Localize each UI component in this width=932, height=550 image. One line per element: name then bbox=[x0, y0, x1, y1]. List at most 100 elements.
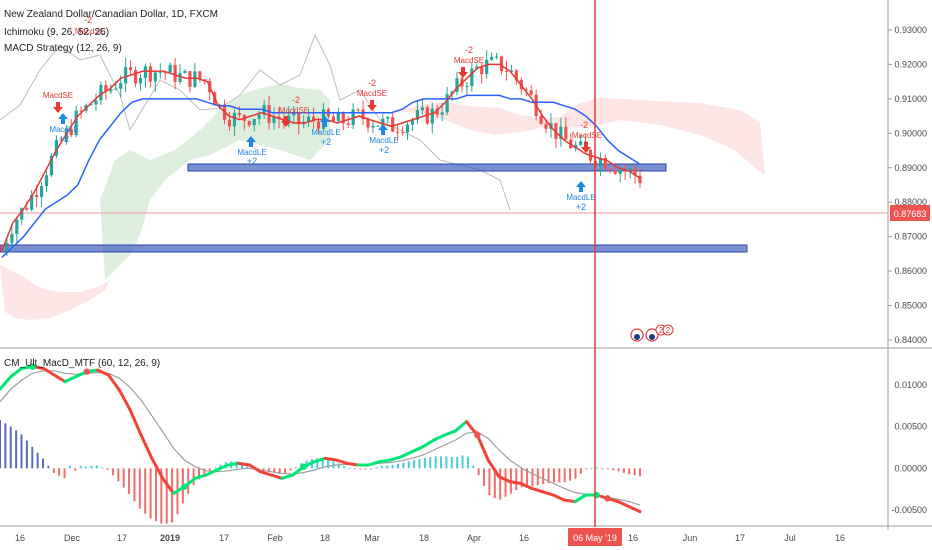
support-zone-lower[interactable] bbox=[0, 244, 748, 253]
macd-se-signal[interactable]: -2 MacdSE bbox=[572, 120, 602, 153]
macd-se-signal[interactable]: -2 MacdSE bbox=[279, 95, 309, 127]
macd-histogram-bar bbox=[154, 468, 157, 522]
macd-histogram-bar bbox=[171, 468, 174, 523]
macd-histogram-bar bbox=[117, 468, 120, 482]
candle-body bbox=[539, 116, 543, 124]
candle-body bbox=[25, 208, 29, 210]
support-zone-upper[interactable] bbox=[187, 163, 667, 172]
price-tick-label: 0.87000 bbox=[894, 232, 927, 242]
macd-le-signal[interactable]: MacdLE +2 bbox=[369, 124, 399, 155]
macd-strategy-legend[interactable]: MACD Strategy (12, 26, 9) bbox=[4, 43, 122, 54]
macd-histogram-bar bbox=[68, 465, 71, 469]
macd-le-signal[interactable]: MacdLE +2 bbox=[237, 136, 267, 166]
macd-le-signal[interactable]: MacdLE +2 bbox=[311, 116, 341, 147]
macd-line-segment bbox=[204, 468, 219, 477]
event-badge-count-text: 2 bbox=[666, 326, 671, 335]
time-tick-label: Jun bbox=[683, 533, 698, 543]
candle-body bbox=[311, 116, 316, 122]
sell-arrow-icon bbox=[281, 116, 291, 127]
candle-body bbox=[168, 65, 172, 73]
cloud-bullish bbox=[100, 84, 330, 280]
macd-tick-label: -0.00500 bbox=[891, 505, 927, 515]
macd-cross-dot bbox=[300, 463, 307, 470]
event-badge-count[interactable] bbox=[662, 324, 674, 336]
macd-line-segment bbox=[454, 420, 468, 433]
buy-arrow-icon bbox=[58, 113, 68, 124]
candle-body bbox=[391, 117, 395, 132]
signal-macdle-label: MacdLE bbox=[237, 148, 266, 157]
macd-histogram-bar bbox=[579, 468, 582, 474]
macd-histogram-bar bbox=[440, 456, 443, 469]
candle-body bbox=[529, 90, 533, 95]
macd-le-signal[interactable]: MacdLE +2 bbox=[49, 113, 79, 144]
candle-body bbox=[371, 125, 375, 128]
macd-histogram-bar bbox=[520, 468, 523, 488]
cloud-bearish-mid bbox=[390, 98, 765, 175]
macd-histogram-bar bbox=[36, 452, 39, 469]
signal-plus2: +2 bbox=[576, 202, 586, 212]
macd-histogram-bar bbox=[472, 465, 475, 469]
candle-body bbox=[465, 86, 469, 88]
candle-body bbox=[109, 88, 113, 92]
macd-histogram-bar bbox=[95, 465, 98, 469]
macd-histogram-bar bbox=[402, 462, 405, 469]
price-pane[interactable] bbox=[0, 0, 888, 347]
macd-histogram-bar bbox=[111, 468, 114, 476]
macd-se-signal[interactable]: -2 MacdSE MacdSE bbox=[43, 15, 105, 113]
macd-se-signal[interactable]: -2 MacdSE bbox=[454, 45, 484, 78]
macd-cross-dot bbox=[474, 431, 481, 439]
macd-histogram-bar bbox=[423, 457, 426, 469]
candle-body bbox=[20, 208, 24, 220]
macd-line-segment bbox=[323, 456, 338, 462]
macd-line-segment bbox=[616, 500, 631, 509]
candle-body bbox=[133, 70, 138, 84]
time-tick-label: 18 bbox=[419, 533, 429, 543]
macd-histogram-bar bbox=[434, 456, 437, 469]
macd-line-segment bbox=[161, 476, 176, 495]
price-axis[interactable]: 0.93000 0.92000 0.91000 0.90000 0.89000 0.880… bbox=[888, 25, 927, 345]
macd-line-segment bbox=[432, 433, 447, 442]
candle-body bbox=[475, 66, 479, 69]
macd-histogram-bar bbox=[187, 468, 190, 494]
macd-line-segment bbox=[269, 473, 284, 480]
macd-histogram-bar bbox=[316, 458, 319, 469]
candle-body bbox=[504, 71, 509, 73]
time-tick-label: Dec bbox=[64, 533, 81, 543]
macd-histogram-bar bbox=[122, 468, 125, 488]
candle-body bbox=[237, 112, 241, 115]
macd-histogram-bar bbox=[628, 468, 631, 475]
candle-body bbox=[386, 117, 390, 119]
macd-histogram-bar bbox=[612, 468, 615, 471]
macd-se-signal[interactable]: -2 MacdSE bbox=[357, 78, 387, 111]
symbol-title[interactable]: New Zealand Dollar/Canadian Dollar, 1D, … bbox=[4, 9, 218, 20]
buy-arrow-icon bbox=[320, 116, 330, 127]
candle-body bbox=[193, 71, 197, 87]
signal-macdse-label: MacdSE bbox=[357, 89, 387, 98]
price-legend: New Zealand Dollar/Canadian Dollar, 1D, … bbox=[4, 9, 218, 54]
macd-histogram-bar bbox=[165, 468, 168, 524]
candle-body bbox=[346, 123, 350, 126]
macd-histogram-bar bbox=[418, 458, 421, 469]
candle-body bbox=[307, 116, 311, 122]
macd-le-signal[interactable]: MacdLE +2 bbox=[566, 181, 596, 212]
candle-body bbox=[341, 113, 345, 124]
macd-histogram-bar bbox=[332, 461, 335, 469]
macd-line-segment bbox=[41, 366, 56, 377]
ichimoku-legend[interactable]: Ichimoku (9, 26, 52, 26) bbox=[4, 27, 109, 38]
macd-axis[interactable]: 0.01000 0.00500 0.00000 -0.00500 bbox=[891, 380, 927, 515]
candle-body bbox=[514, 70, 518, 80]
candle-body bbox=[114, 88, 118, 90]
macd-line-segment bbox=[389, 455, 403, 462]
event-badges[interactable]: 2 2 bbox=[630, 324, 674, 342]
macd-line-group bbox=[0, 363, 642, 514]
macd-histogram-bar bbox=[413, 459, 416, 469]
macd-line-segment bbox=[627, 505, 642, 514]
signal-minus2: -2 bbox=[580, 120, 588, 130]
time-axis[interactable]: 16 Dec 17 2019 17 Feb 18 Mar 18 Apr 16 16 Jun 17 Jul 16 bbox=[15, 533, 845, 543]
signal-macdse-label: MacdSE bbox=[43, 91, 73, 100]
candle-body bbox=[178, 73, 182, 82]
macd-histogram-bar bbox=[639, 468, 641, 477]
macd-histogram-bar bbox=[90, 465, 93, 469]
lower-indicator-legend[interactable]: CM_Ult_MacD_MTF (60, 12, 26, 9) bbox=[4, 358, 160, 369]
macd-histogram-bar bbox=[558, 468, 561, 483]
